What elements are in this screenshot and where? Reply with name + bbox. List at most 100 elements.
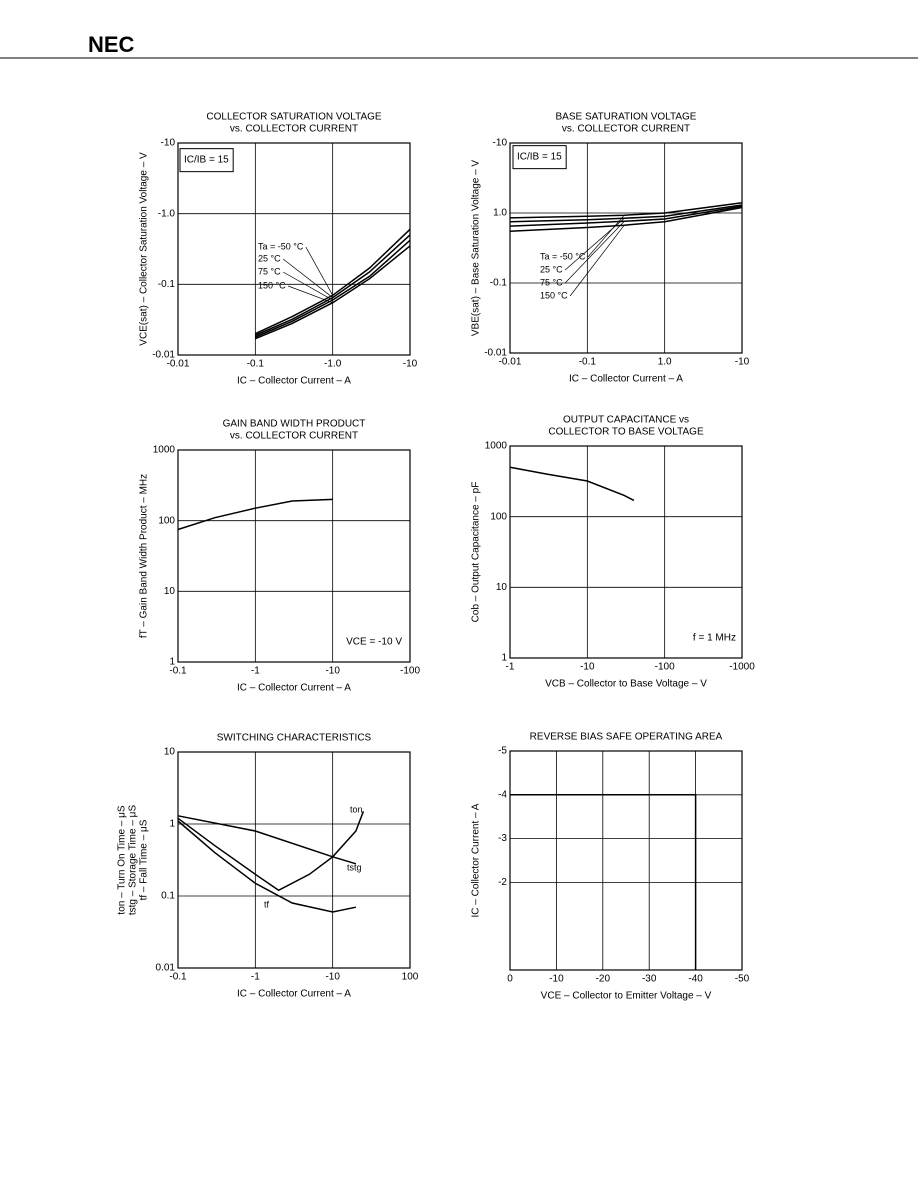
plot-frame <box>509 750 743 971</box>
plot-frame <box>177 751 411 969</box>
x-axis-label: IC – Collector Current – A <box>237 683 351 694</box>
leader-line <box>287 285 333 304</box>
chart-title: REVERSE BIAS SAFE OPERATING AREA <box>530 732 723 743</box>
y-tick-label: -2 <box>498 877 507 888</box>
y-tick-label: -0.1 <box>158 279 176 290</box>
y-tick-label: -0.1 <box>490 278 508 289</box>
x-tick-label: 100 <box>402 972 419 983</box>
x-tick-label: -10 <box>549 974 564 985</box>
series-line <box>177 820 357 913</box>
x-tick-label: -100 <box>655 662 675 673</box>
x-tick-label: -1 <box>506 662 515 673</box>
series-label: 25 °C <box>540 264 563 274</box>
x-axis-label: VCB – Collector to Base Voltage – V <box>545 679 707 690</box>
x-tick-label: -30 <box>642 974 657 985</box>
leader-line <box>282 258 333 298</box>
chart-title: GAIN BAND WIDTH PRODUCT <box>223 419 366 430</box>
x-axis-label: IC – Collector Current – A <box>237 376 351 387</box>
series-line <box>254 228 411 335</box>
chart-title: COLLECTOR SATURATION VOLTAGE <box>206 112 382 123</box>
y-tick-label: 1000 <box>485 441 508 452</box>
y-tick-label: -10 <box>161 138 176 149</box>
y-axis-label: ton – Turn On Time – μS <box>117 805 128 914</box>
y-axis-label: VCE(sat) – Collector Saturation Voltage … <box>139 152 150 346</box>
y-tick-label: 1 <box>501 653 507 664</box>
leader-line <box>305 246 333 296</box>
y-tick-label: -3 <box>498 833 507 844</box>
y-tick-label: 1000 <box>153 445 176 456</box>
annotation: f = 1 MHz <box>693 633 736 644</box>
x-tick-label: 0 <box>507 974 513 985</box>
plot-frame <box>509 445 743 659</box>
y-tick-label: 10 <box>164 747 176 758</box>
series-line <box>510 794 697 970</box>
x-tick-label: -20 <box>596 974 611 985</box>
y-tick-label: 1 <box>169 819 175 830</box>
x-tick-label: -0.01 <box>167 359 190 370</box>
plot-frame <box>177 449 411 663</box>
x-tick-label: -10 <box>325 972 340 983</box>
series-label: 75 °C <box>540 277 563 287</box>
series-label: 150 °C <box>258 280 286 290</box>
plot-frame <box>509 142 743 354</box>
series-label: tf <box>264 899 270 909</box>
y-tick-label: -5 <box>498 746 507 757</box>
annotation: VCE = -10 V <box>346 637 402 648</box>
y-tick-label: 100 <box>490 511 507 522</box>
series-line <box>177 498 333 531</box>
series-line <box>509 205 743 227</box>
series-label: 25 °C <box>258 253 281 263</box>
x-tick-label: -0.1 <box>169 666 187 677</box>
y-axis-label: VBE(sat) – Base Saturation Voltage – V <box>471 160 482 337</box>
y-tick-label: 100 <box>158 515 175 526</box>
y-axis-label: tstg – Storage Time – μS <box>128 805 139 916</box>
chart-title: SWITCHING CHARACTERISTICS <box>217 733 372 744</box>
logo: NEC <box>88 32 135 57</box>
y-tick-label: 1 <box>169 657 175 668</box>
x-tick-label: -1000 <box>729 662 755 673</box>
y-tick-label: 10 <box>496 582 508 593</box>
x-axis-label: VCE – Collector to Emitter Voltage – V <box>541 991 712 1002</box>
series-label: 75 °C <box>258 266 281 276</box>
series-line <box>177 815 357 865</box>
x-axis-label: IC – Collector Current – A <box>569 374 683 385</box>
x-tick-label: 1.0 <box>658 357 672 368</box>
series-line <box>255 245 411 340</box>
x-tick-label: -1.0 <box>324 359 342 370</box>
series-line <box>177 811 365 892</box>
y-axis-label: IC – Collector Current – A <box>471 803 482 917</box>
y-tick-label: 0.01 <box>156 963 176 974</box>
x-tick-label: -10 <box>403 359 418 370</box>
x-tick-label: -10 <box>735 357 750 368</box>
leader-line <box>282 271 333 301</box>
series-line <box>255 239 411 338</box>
x-tick-label: -1 <box>251 666 260 677</box>
y-tick-label: -4 <box>498 789 507 800</box>
y-tick-label: -1.0 <box>158 208 176 219</box>
y-tick-label: 0.1 <box>161 891 175 902</box>
x-tick-label: -0.1 <box>579 357 597 368</box>
x-tick-label: -40 <box>688 974 703 985</box>
y-tick-label: 10 <box>164 586 176 597</box>
x-tick-label: -0.01 <box>499 357 522 368</box>
chart-title: COLLECTOR TO BASE VOLTAGE <box>548 427 704 438</box>
series-label: Ta = -50 °C <box>540 251 586 261</box>
y-axis-label: Cob – Output Capacitance – pF <box>471 482 482 623</box>
series-line <box>509 206 743 232</box>
series-label: 150 °C <box>540 290 568 300</box>
series-label: tstg <box>347 862 362 872</box>
x-tick-label: -100 <box>400 666 420 677</box>
series-label: ton <box>350 804 363 814</box>
leader-line <box>564 221 625 284</box>
x-tick-label: -10 <box>580 662 595 673</box>
x-tick-label: -10 <box>325 666 340 677</box>
y-axis-label: tf – Fall Time – μS <box>139 819 150 900</box>
y-tick-label: 1.0 <box>493 208 507 219</box>
annotation-box <box>179 148 234 173</box>
chart-title: vs. COLLECTOR CURRENT <box>230 124 358 135</box>
x-tick-label: -1 <box>251 972 260 983</box>
y-tick-label: -0.01 <box>484 348 507 359</box>
chart-title: vs. COLLECTOR CURRENT <box>562 124 690 135</box>
y-axis-label: fT – Gain Band Width Product – MHz <box>139 474 150 638</box>
